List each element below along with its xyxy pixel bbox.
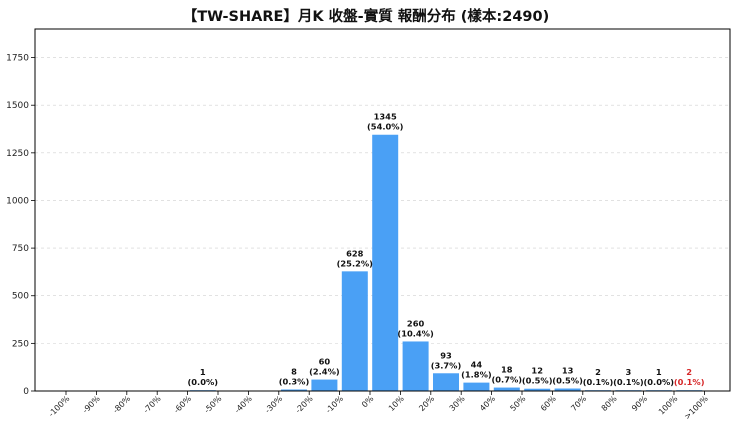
x-tick-label: -60% <box>172 394 193 415</box>
bar-count-label: 18 <box>501 365 513 375</box>
plot-frame <box>34 28 731 392</box>
y-tick-label: 500 <box>12 292 29 302</box>
bar-percent-label: (1.8%) <box>461 370 492 380</box>
bar-percent-label: (0.7%) <box>491 375 522 385</box>
y-tick-label: 250 <box>12 339 29 349</box>
x-tick-label: >100% <box>683 394 711 422</box>
x-tick-label: -50% <box>202 394 223 415</box>
bar-percent-label: (3.7%) <box>431 360 462 370</box>
bar <box>372 134 399 391</box>
bar <box>433 373 459 391</box>
x-tick-label: 10% <box>387 394 406 413</box>
bar <box>311 379 338 391</box>
y-tick-label: 0 <box>23 387 29 397</box>
y-tick-label: 1750 <box>6 54 29 64</box>
bar-count-label: 1 <box>656 367 662 377</box>
y-tick-label: 1500 <box>6 101 29 111</box>
bar-count-label: 3 <box>626 367 632 377</box>
bar <box>493 387 520 391</box>
x-tick-label: 0% <box>360 394 376 410</box>
bar-count-label: 13 <box>562 366 574 376</box>
x-tick-label: 70% <box>569 394 588 413</box>
y-tick-label: 1250 <box>6 149 29 159</box>
x-tick-label: 50% <box>508 394 527 413</box>
x-tick-label: -10% <box>324 394 345 415</box>
bar-percent-label: (0.1%) <box>583 377 614 387</box>
bar-percent-label: (0.3%) <box>279 376 310 386</box>
bar <box>554 388 581 391</box>
bar-percent-label: (25.2%) <box>337 258 374 268</box>
x-tick-label: 60% <box>539 394 558 413</box>
bar-count-label: 8 <box>291 366 297 376</box>
bar <box>463 382 490 391</box>
x-tick-label: -100% <box>47 394 72 419</box>
bars <box>189 134 703 391</box>
x-tick-label: -20% <box>294 394 315 415</box>
y-axis: 0 250 500 750 1000 1250 1500 1750 <box>6 54 35 397</box>
bar-count-label: 260 <box>407 318 425 328</box>
bar-percent-label: (0.5%) <box>522 376 553 386</box>
bar-count-label: 12 <box>531 366 543 376</box>
bar-count-label: 1345 <box>374 112 397 122</box>
bar <box>402 341 429 391</box>
x-tick-label: -40% <box>233 394 254 415</box>
x-tick-label: 20% <box>417 394 436 413</box>
bar-percent-label: (0.1%) <box>613 377 644 387</box>
x-tick-label: -70% <box>142 394 163 415</box>
x-tick-label: -90% <box>81 394 102 415</box>
bar-count-label: 1 <box>200 367 206 377</box>
grid-lines <box>35 57 730 344</box>
bar-count-label: 44 <box>471 360 483 370</box>
x-tick-label: -80% <box>111 394 132 415</box>
bar <box>524 388 551 391</box>
bar-percent-label: (0.0%) <box>643 377 674 387</box>
bar-percent-label: (0.0%) <box>187 377 218 387</box>
bar-percent-label: (10.4%) <box>397 328 434 338</box>
bar-percent-label: (2.4%) <box>309 367 340 377</box>
x-tick-label: 40% <box>478 394 497 413</box>
data-labels: 1(0.0%)8(0.3%)60(2.4%)628(25.2%)1345(54.… <box>187 112 704 387</box>
bar-percent-label: (54.0%) <box>367 122 404 132</box>
bar <box>281 389 307 391</box>
bar-count-label: 2 <box>686 367 692 377</box>
x-tick-label: 100% <box>657 394 680 417</box>
x-tick-label: 30% <box>448 394 467 413</box>
bar-count-label: 60 <box>319 357 331 367</box>
y-tick-label: 750 <box>12 244 29 254</box>
bar-count-label: 93 <box>440 350 452 360</box>
bar-percent-label: (0.5%) <box>552 376 583 386</box>
x-axis: -100% -90% -80% -70% -60% -50% -40% -30% -20% -10… <box>47 391 710 421</box>
bar <box>341 271 368 391</box>
bar-percent-label: (0.1%) <box>674 377 705 387</box>
x-tick-label: 80% <box>600 394 619 413</box>
x-tick-label: 90% <box>630 394 649 413</box>
x-tick-label: -30% <box>263 394 284 415</box>
chart-title: 【TW-SHARE】月K 收盤-實質 報酬分布 (樣本:2490) <box>183 7 549 25</box>
bar-count-label: 2 <box>595 367 601 377</box>
bar-count-label: 628 <box>346 248 364 258</box>
y-tick-label: 1000 <box>6 196 29 206</box>
